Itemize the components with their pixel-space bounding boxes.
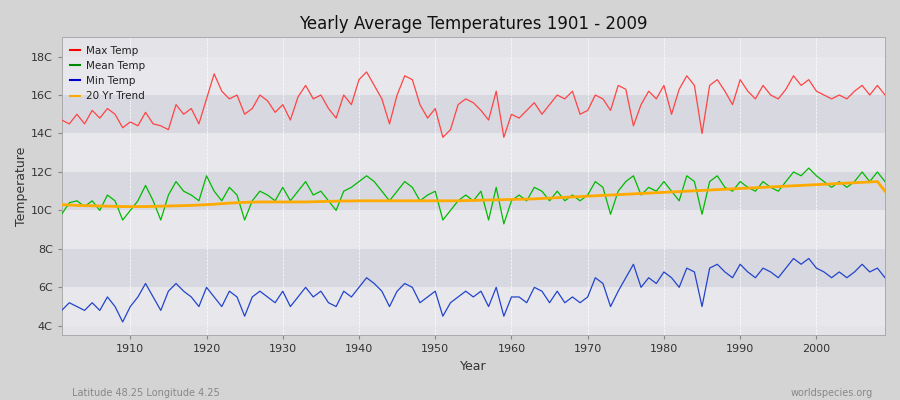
Title: Yearly Average Temperatures 1901 - 2009: Yearly Average Temperatures 1901 - 2009	[299, 15, 648, 33]
Bar	[62, 287, 885, 326]
Y-axis label: Temperature: Temperature	[15, 147, 28, 226]
Bar	[62, 249, 885, 287]
Bar	[62, 56, 885, 95]
Bar	[62, 134, 885, 172]
Text: Latitude 48.25 Longitude 4.25: Latitude 48.25 Longitude 4.25	[72, 388, 220, 398]
Legend: Max Temp, Mean Temp, Min Temp, 20 Yr Trend: Max Temp, Mean Temp, Min Temp, 20 Yr Tre…	[67, 42, 148, 104]
X-axis label: Year: Year	[460, 360, 487, 373]
Bar	[62, 95, 885, 134]
Text: worldspecies.org: worldspecies.org	[791, 388, 873, 398]
Bar	[62, 172, 885, 210]
Bar	[62, 210, 885, 249]
